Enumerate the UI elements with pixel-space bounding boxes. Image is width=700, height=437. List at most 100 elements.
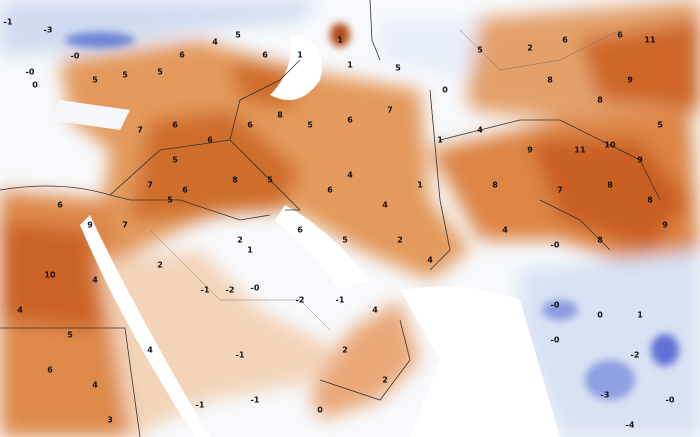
anomaly-value: -0 [666, 396, 675, 405]
anomaly-value: -0 [71, 52, 80, 61]
anomaly-value: -3 [44, 26, 53, 35]
anomaly-value: 5 [657, 121, 663, 130]
anomaly-value: 2 [397, 236, 403, 245]
anomaly-value: 7 [122, 221, 128, 230]
anomaly-value: 6 [207, 136, 213, 145]
anomaly-value: 6 [47, 366, 53, 375]
anomaly-value: 9 [637, 156, 643, 165]
anomaly-value: -4 [626, 421, 635, 430]
anomaly-value: 1 [637, 311, 643, 320]
anomaly-value: -3 [601, 391, 610, 400]
anomaly-value: -0 [26, 68, 35, 77]
anomaly-value: 8 [647, 196, 653, 205]
anomaly-value: 5 [122, 71, 128, 80]
anomaly-value: 5 [157, 68, 163, 77]
anomaly-value: -0 [551, 336, 560, 345]
anomaly-value: 4 [212, 38, 218, 47]
anomaly-value: 11 [644, 36, 656, 45]
anomaly-value: 9 [662, 221, 668, 230]
anomaly-value: 4 [382, 201, 388, 210]
water [50, 35, 560, 437]
anomaly-value: 3 [107, 416, 113, 425]
anomaly-value: 8 [232, 176, 238, 185]
anomaly-value: -0 [251, 284, 260, 293]
anomaly-value: 7 [137, 126, 143, 135]
anomaly-value: 6 [57, 201, 63, 210]
anomaly-value: 0 [32, 81, 38, 90]
anomaly-value: 11 [574, 146, 586, 155]
cold-spots [65, 23, 679, 400]
anomaly-value: 9 [527, 146, 533, 155]
anomaly-value: 4 [17, 306, 23, 315]
anomaly-value: 4 [477, 126, 483, 135]
anomaly-value: 1 [297, 51, 303, 60]
anomaly-value: 5 [67, 331, 73, 340]
anomaly-value: -0 [551, 301, 560, 310]
anomaly-value: 9 [87, 221, 93, 230]
anomaly-value: 8 [597, 236, 603, 245]
anomaly-value: 8 [597, 96, 603, 105]
anomaly-value: 1 [417, 181, 423, 190]
anomaly-value: -2 [296, 296, 305, 305]
anomaly-value: 7 [557, 186, 563, 195]
anomaly-value: 5 [395, 64, 401, 73]
anomaly-value: 6 [297, 226, 303, 235]
anomaly-value: 1 [247, 246, 253, 255]
anomaly-value: 1 [337, 36, 343, 45]
anomaly-value: 8 [277, 111, 283, 120]
anomaly-value: 4 [147, 346, 153, 355]
anomaly-value: 5 [167, 196, 173, 205]
anomaly-value: -1 [4, 18, 13, 27]
anomaly-value: 0 [317, 406, 323, 415]
anomaly-value: -1 [336, 296, 345, 305]
anomaly-value: 1 [437, 136, 443, 145]
anomaly-value: 4 [347, 171, 353, 180]
anomaly-value: 0 [442, 86, 448, 95]
borders [0, 0, 661, 437]
anomaly-value: 4 [92, 381, 98, 390]
anomaly-value: 10 [604, 141, 616, 150]
anomaly-value: 6 [327, 186, 333, 195]
anomaly-value: -2 [631, 351, 640, 360]
anomaly-value: 5 [342, 236, 348, 245]
anomaly-value: 6 [179, 51, 185, 60]
anomaly-value: 2 [342, 346, 348, 355]
anomaly-value: -1 [251, 396, 260, 405]
anomaly-value: 6 [347, 116, 353, 125]
anomaly-value: -1 [196, 401, 205, 410]
anomaly-value: 8 [492, 181, 498, 190]
anomaly-value: 9 [627, 76, 633, 85]
anomaly-value: 2 [527, 44, 533, 53]
anomaly-value: 1 [347, 61, 353, 70]
anomaly-value: 5 [235, 31, 241, 40]
anomaly-value: 4 [502, 226, 508, 235]
anomaly-value: -1 [236, 351, 245, 360]
anomaly-value: 0 [597, 311, 603, 320]
anomaly-value: 2 [237, 236, 243, 245]
anomaly-value: 6 [617, 31, 623, 40]
anomaly-value: -2 [226, 286, 235, 295]
anomaly-value: 2 [157, 261, 163, 270]
anomaly-value: 5 [92, 76, 98, 85]
anomaly-value: 5 [307, 121, 313, 130]
anomaly-value: 7 [387, 106, 393, 115]
anomaly-value: 7 [147, 181, 153, 190]
anomaly-value: 10 [44, 271, 56, 280]
anomaly-value: 6 [182, 186, 188, 195]
anomaly-value: 8 [547, 76, 553, 85]
anomaly-value: 4 [427, 256, 433, 265]
anomaly-value: 5 [267, 176, 273, 185]
anomaly-value: 4 [372, 306, 378, 315]
anomaly-value: 6 [262, 51, 268, 60]
anomaly-value: 5 [172, 156, 178, 165]
anomaly-value: 6 [247, 121, 253, 130]
anomaly-value: 4 [92, 276, 98, 285]
anomaly-value: -1 [201, 286, 210, 295]
anomaly-value: 6 [562, 36, 568, 45]
anomaly-value: 6 [172, 121, 178, 130]
anomaly-value: 2 [382, 376, 388, 385]
anomaly-value: 5 [477, 46, 483, 55]
anomaly-value: 8 [607, 181, 613, 190]
